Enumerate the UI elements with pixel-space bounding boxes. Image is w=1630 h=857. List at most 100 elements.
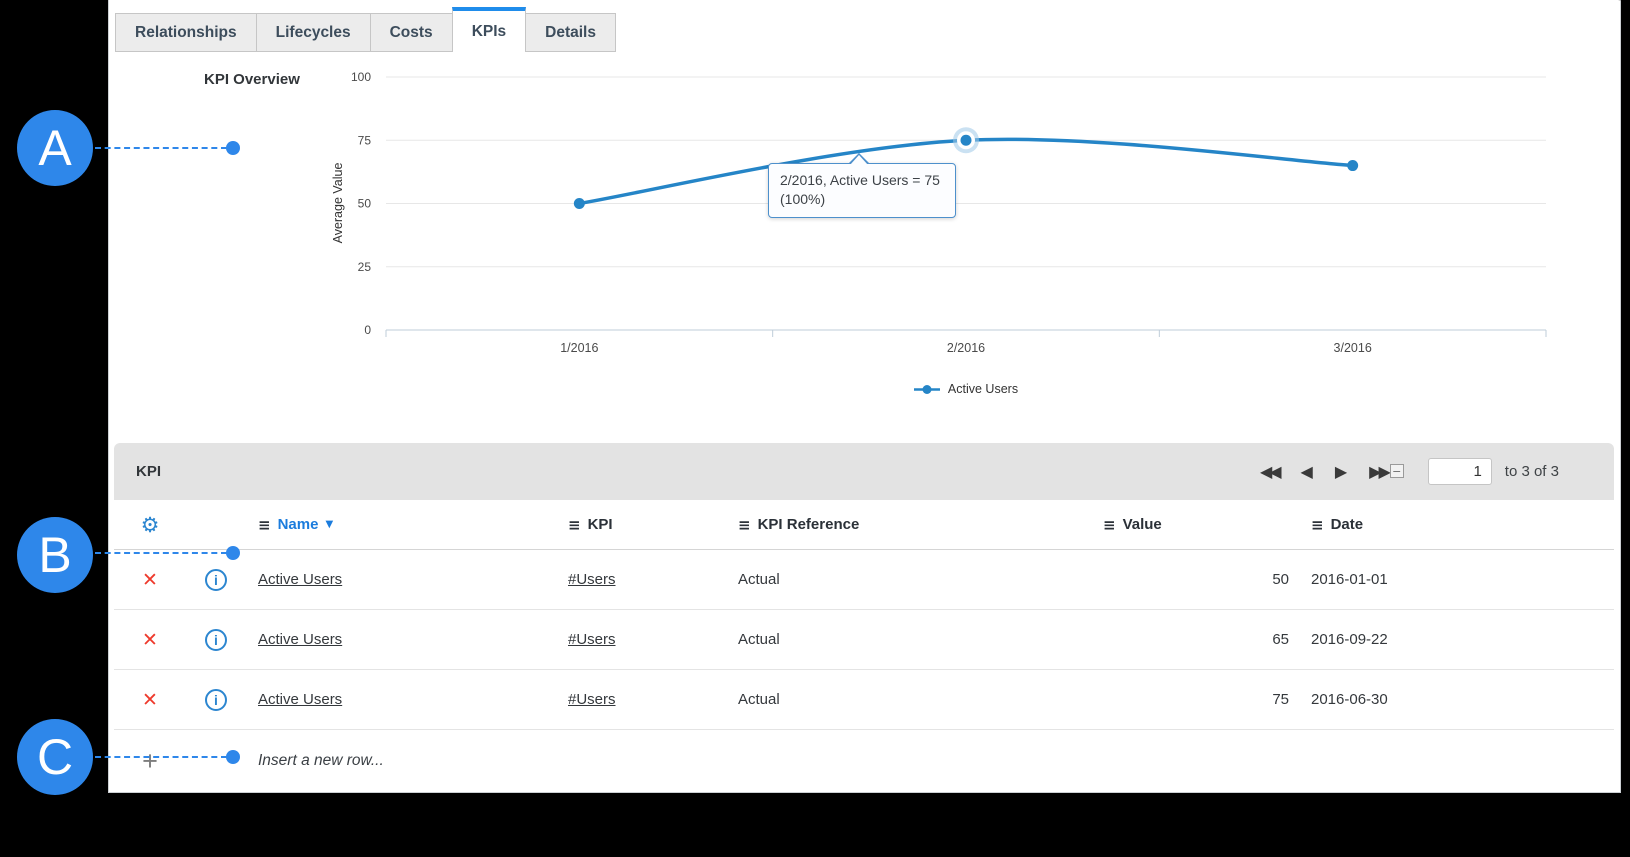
pagination: ◀◀ ◀ ▶ ▶▶− to 3 of 3: [1238, 458, 1559, 485]
annotation-marker-b: B: [17, 517, 93, 593]
insert-row-label[interactable]: Insert a new row...: [258, 752, 384, 769]
delete-icon: ✕: [142, 628, 158, 651]
row-info-button[interactable]: i: [205, 628, 227, 651]
annotation-dot-c: [226, 750, 240, 764]
table-row: ✕ i Active Users #Users Actual 50 2016-0…: [114, 550, 1614, 610]
tab-kpis[interactable]: KPIs: [451, 7, 527, 52]
legend-label[interactable]: Active Users: [947, 382, 1019, 396]
chart-tooltip: 2/2016, Active Users = 75 (100%): [768, 153, 956, 218]
tab-details[interactable]: Details: [525, 13, 616, 52]
next-page-icon: ▶: [1334, 461, 1348, 481]
column-header-name[interactable]: ≡ Name ▼: [246, 516, 556, 534]
add-row-icon: +: [142, 745, 158, 776]
table-settings-button[interactable]: ⚙: [141, 513, 160, 537]
table-body: ✕ i Active Users #Users Actual 50 2016-0…: [114, 550, 1614, 730]
y-tick-label-50: 50: [358, 197, 372, 211]
app-panel: Relationships Lifecycles Costs KPIs Details …: [108, 0, 1621, 793]
table-row: ✕ i Active Users #Users Actual 75 2016-0…: [114, 670, 1614, 730]
delete-icon: ✕: [142, 568, 158, 591]
kpi-table: ⚙ ≡ Name ▼ ≡ KPI ≡ KPI Reference ≡: [114, 500, 1614, 792]
column-header-value[interactable]: ≡ Value: [1091, 516, 1162, 534]
annotation-dot-a: [226, 141, 240, 155]
previous-page-icon: ◀: [1300, 461, 1313, 481]
column-menu-icon: ≡: [568, 515, 581, 534]
chart-point-2/2016[interactable]: [960, 134, 972, 146]
insert-new-row[interactable]: + Insert a new row...: [114, 730, 1614, 792]
tab-lifecycles[interactable]: Lifecycles: [255, 13, 371, 52]
x-tick-label-2/2016: 2/2016: [947, 341, 985, 355]
legend-line-marker-icon: [913, 384, 940, 394]
y-tick-label-100: 100: [351, 70, 371, 84]
last-page-button[interactable]: ▶▶ −: [1369, 461, 1404, 481]
column-menu-icon: ≡: [1311, 515, 1324, 534]
previous-page-button[interactable]: ◀: [1300, 461, 1313, 481]
chart-point-1/2016[interactable]: [573, 198, 585, 209]
value-cell: 65: [1272, 631, 1289, 648]
y-axis-title: Average Value: [331, 163, 345, 244]
column-menu-icon: ≡: [258, 515, 271, 534]
delete-row-button[interactable]: ✕: [142, 689, 158, 711]
annotation-line-a: [95, 147, 227, 149]
info-icon: i: [205, 628, 227, 651]
delete-icon: ✕: [142, 688, 158, 711]
column-header-date[interactable]: ≡ Date: [1301, 516, 1614, 534]
kpi-panel-header: KPI ◀◀ ◀ ▶ ▶▶− to 3 of 3: [114, 443, 1614, 500]
collapse-pager-icon[interactable]: −: [1389, 464, 1404, 478]
column-menu-icon: ≡: [738, 515, 751, 534]
delete-row-button[interactable]: ✕: [142, 629, 158, 651]
row-info-button[interactable]: i: [205, 568, 227, 591]
name-link[interactable]: Active Users: [258, 631, 343, 648]
kpi-reference-cell: Actual: [738, 571, 780, 588]
column-header-kpi[interactable]: ≡ KPI: [556, 516, 726, 534]
gear-icon: ⚙: [140, 512, 160, 537]
column-menu-icon: ≡: [1103, 515, 1116, 534]
x-tick-label-3/2016: 3/2016: [1334, 341, 1372, 355]
kpi-link[interactable]: #Users: [568, 691, 616, 708]
tab-relationships[interactable]: Relationships: [115, 13, 257, 52]
name-link[interactable]: Active Users: [258, 691, 343, 708]
kpi-panel-title: KPI: [136, 463, 162, 480]
annotation-dot-b: [226, 546, 240, 560]
chart-title: KPI Overview: [204, 71, 300, 88]
kpi-reference-cell: Actual: [738, 691, 780, 708]
kpi-reference-cell: Actual: [738, 631, 780, 648]
annotation-line-b: [95, 552, 227, 554]
add-row-button[interactable]: +: [142, 746, 158, 777]
next-page-button[interactable]: ▶: [1334, 461, 1348, 481]
date-cell: 2016-06-30: [1311, 691, 1388, 708]
sort-descending-icon: ▼: [325, 519, 334, 530]
name-link[interactable]: Active Users: [258, 571, 343, 588]
value-cell: 75: [1272, 691, 1289, 708]
annotation-line-c: [95, 756, 227, 758]
last-page-icon: ▶▶: [1369, 461, 1391, 481]
first-page-icon: ◀◀: [1259, 461, 1282, 481]
annotation-marker-a: A: [17, 110, 93, 186]
row-info-button[interactable]: i: [205, 688, 227, 711]
kpi-link[interactable]: #Users: [568, 631, 616, 648]
info-icon: i: [205, 688, 227, 711]
tooltip-line-1: 2/2016, Active Users = 75: [780, 172, 940, 188]
page-number-input[interactable]: [1427, 458, 1492, 485]
annotation-marker-c: C: [17, 719, 93, 795]
kpi-line-chart: Average Value 0 25 50 75 100 1/2016 2/2016 3/20…: [331, 70, 1547, 355]
chart-legend: Active Users: [386, 382, 1546, 396]
y-tick-label-75: 75: [358, 133, 372, 147]
y-tick-label-25: 25: [358, 260, 372, 274]
x-tick-label-1/2016: 1/2016: [560, 341, 598, 355]
first-page-button[interactable]: ◀◀: [1259, 461, 1282, 481]
table-header-row: ⚙ ≡ Name ▼ ≡ KPI ≡ KPI Reference ≡: [114, 500, 1614, 550]
y-tick-label-0: 0: [364, 323, 371, 337]
tab-costs[interactable]: Costs: [369, 13, 453, 52]
value-cell: 50: [1272, 571, 1289, 588]
info-icon: i: [205, 568, 227, 591]
table-row: ✕ i Active Users #Users Actual 65 2016-0…: [114, 610, 1614, 670]
tooltip-line-2: (100%): [780, 190, 826, 207]
chart-point-3/2016[interactable]: [1347, 160, 1359, 172]
kpi-link[interactable]: #Users: [568, 571, 616, 588]
column-header-kpi-reference[interactable]: ≡ KPI Reference: [726, 516, 1091, 534]
tab-bar: Relationships Lifecycles Costs KPIs Details: [115, 7, 616, 52]
date-cell: 2016-01-01: [1311, 571, 1388, 588]
delete-row-button[interactable]: ✕: [142, 569, 158, 591]
page-range-label: to 3 of 3: [1504, 463, 1559, 480]
